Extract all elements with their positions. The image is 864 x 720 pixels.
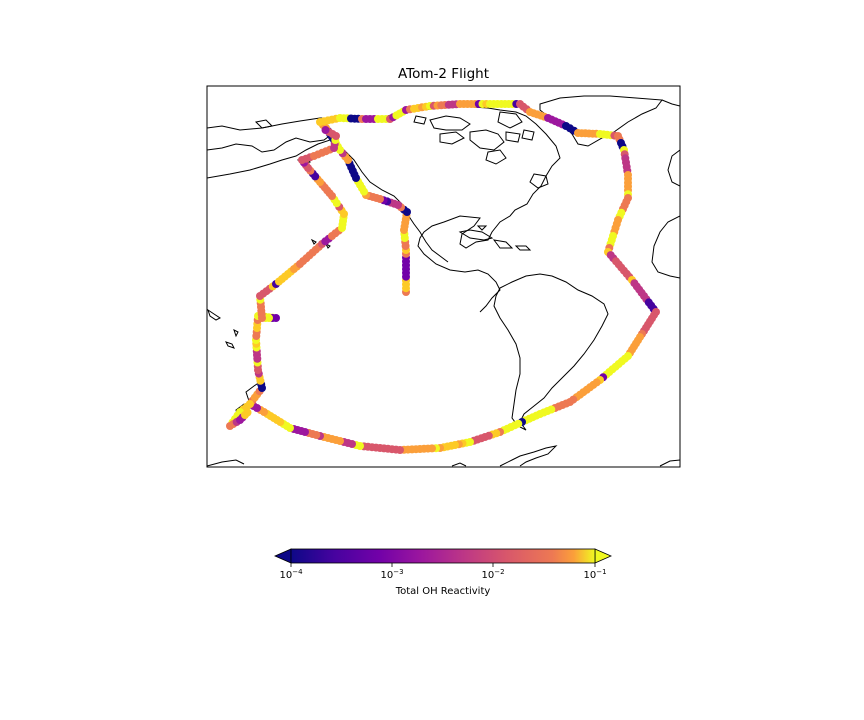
south-america-coast	[493, 273, 609, 431]
colorbar-extend-low	[274, 548, 292, 564]
colorbar-tick-label: 10−2	[481, 568, 505, 581]
coastlines	[207, 95, 680, 467]
colorbar-gradient	[290, 548, 596, 564]
colorbar-extend-high	[594, 548, 612, 564]
map-title: ATom-2 Flight	[398, 66, 489, 82]
flight-track	[226, 100, 660, 454]
colorbar-tick-label: 10−4	[279, 568, 303, 581]
map-frame	[206, 85, 681, 468]
track-point	[243, 408, 252, 417]
north-america-coast	[207, 105, 561, 313]
colorbar	[274, 548, 612, 567]
track-point	[321, 126, 330, 134]
colorbar-label: Total OH Reactivity	[395, 586, 491, 597]
colorbar-tick-label: 10−1	[583, 568, 607, 581]
colorbar-tick-label: 10−3	[380, 568, 404, 581]
